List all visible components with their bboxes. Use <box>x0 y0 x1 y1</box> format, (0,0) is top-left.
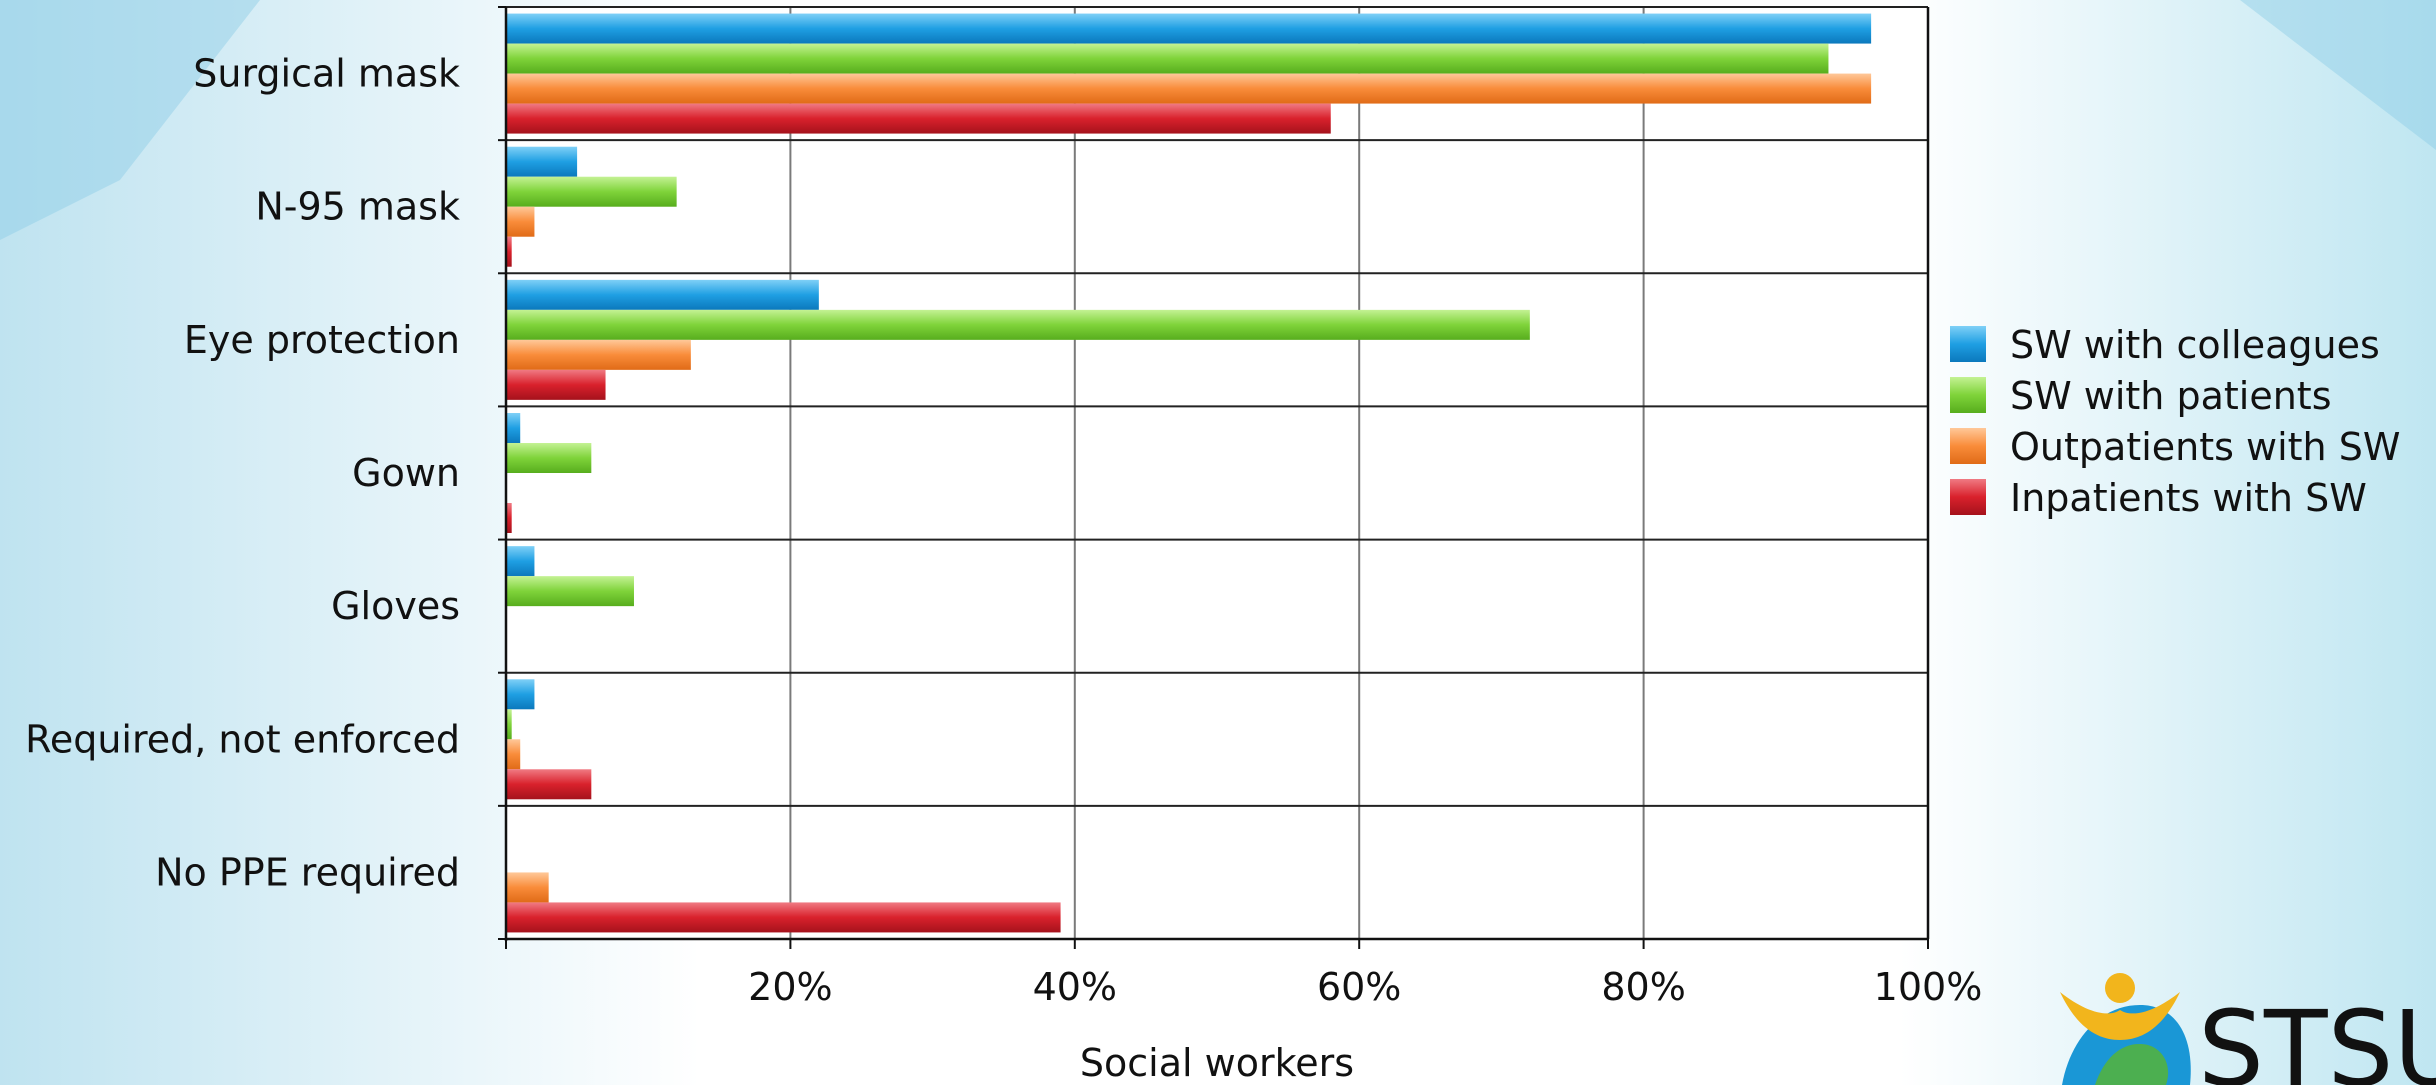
bar-inpatients-with-sw <box>506 103 1331 134</box>
background-shape <box>0 0 260 240</box>
bar-sw-with-colleagues <box>506 413 521 443</box>
bar-sw-with-colleagues <box>506 146 578 177</box>
legend-swatch <box>1950 377 1986 413</box>
legend-label: SW with colleagues <box>2010 323 2380 367</box>
x-tick-labels: 20% 40% 60% 80% 100% <box>748 965 1982 1009</box>
background-shape <box>2240 0 2436 150</box>
x-axis-title: Social workers <box>1080 1041 1354 1085</box>
logo-head <box>2105 973 2135 1003</box>
bar-sw-with-patients <box>506 576 634 607</box>
x-tick-label: 80% <box>1601 965 1685 1009</box>
bar-sw-with-colleagues <box>506 679 535 710</box>
bar-inpatients-with-sw <box>506 503 512 533</box>
category-labels: Surgical mask N-95 mask Eye protection Gown… <box>25 52 460 895</box>
axes <box>498 6 1930 949</box>
legend-label: SW with patients <box>2010 374 2332 418</box>
logo-text: STSU <box>2198 988 2436 1085</box>
category-label: No PPE required <box>155 850 460 894</box>
x-tick-label: 100% <box>1874 965 1983 1009</box>
bar-sw-with-patients <box>506 309 1530 340</box>
bar-sw-with-patients <box>506 443 592 473</box>
category-label: Required, not enforced <box>25 717 460 761</box>
bar-outpatients-with-sw <box>506 872 549 903</box>
bar-sw-with-colleagues <box>506 546 535 577</box>
x-tick-label: 20% <box>748 965 832 1009</box>
bar-inpatients-with-sw <box>506 769 592 800</box>
bar-outpatients-with-sw <box>506 739 521 770</box>
x-tick-label: 40% <box>1033 965 1117 1009</box>
bar-sw-with-patients <box>506 709 512 740</box>
bar-sw-with-patients <box>506 176 677 207</box>
bar-outpatients-with-sw <box>506 206 535 237</box>
legend: SW with colleagues SW with patients Outpat… <box>1950 323 2400 520</box>
bar-sw-with-colleagues <box>506 279 819 310</box>
legend-label: Outpatients with SW <box>2010 425 2400 469</box>
legend-label: Inpatients with SW <box>2010 476 2367 520</box>
legend-swatch <box>1950 479 1986 515</box>
category-label: Surgical mask <box>193 52 460 96</box>
background-right-gradient <box>1900 0 2436 1085</box>
bar-sw-with-patients <box>506 43 1829 74</box>
logo-ribbon-green <box>2095 1044 2169 1085</box>
bars <box>506 13 1872 933</box>
category-label: Gown <box>352 451 460 495</box>
bar-sw-with-colleagues <box>506 13 1872 44</box>
x-tick-label: 60% <box>1317 965 1401 1009</box>
bar-outpatients-with-sw <box>506 73 1872 104</box>
category-label: Eye protection <box>184 318 460 362</box>
logo-arms <box>2060 992 2180 1040</box>
plot-area <box>506 7 1928 939</box>
category-label: Gloves <box>331 584 460 628</box>
bar-inpatients-with-sw <box>506 369 606 400</box>
stsu-logo: STSU <box>2060 973 2436 1085</box>
legend-swatch <box>1950 428 1986 464</box>
legend-swatch <box>1950 326 1986 362</box>
bar-inpatients-with-sw <box>506 902 1061 933</box>
bar-outpatients-with-sw <box>506 339 691 370</box>
category-label: N-95 mask <box>255 185 460 229</box>
bar-inpatients-with-sw <box>506 236 512 267</box>
